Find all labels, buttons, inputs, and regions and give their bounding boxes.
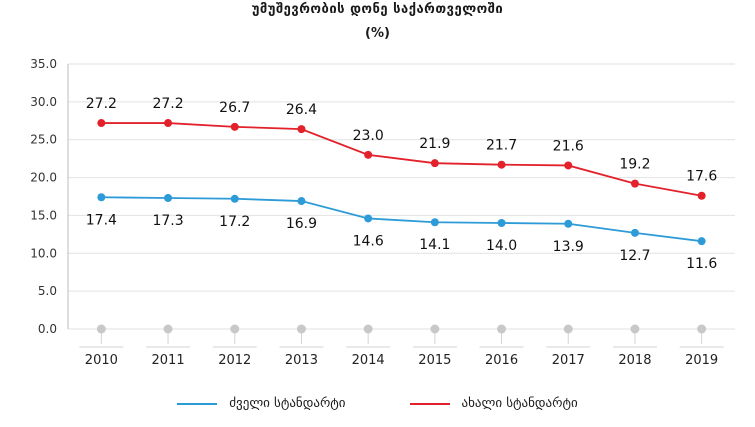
data-point xyxy=(364,150,373,159)
data-label: 19.2 xyxy=(619,157,650,173)
data-label: 17.6 xyxy=(686,169,717,185)
data-point xyxy=(564,161,573,170)
data-point xyxy=(164,119,173,128)
data-label: 17.2 xyxy=(219,214,250,230)
legend-item-new-standard: ახალი სტანდარტი xyxy=(409,396,578,411)
y-tick-label: 25.0 xyxy=(30,133,57,147)
data-point xyxy=(497,160,506,169)
data-point xyxy=(564,219,573,228)
data-label: 27.2 xyxy=(86,96,117,112)
data-point xyxy=(297,125,306,134)
data-label: 17.4 xyxy=(86,212,117,228)
x-axis-dot xyxy=(697,324,707,334)
x-axis-dot xyxy=(630,324,640,334)
data-point xyxy=(164,194,173,203)
series-line-1 xyxy=(101,122,702,197)
data-point xyxy=(430,159,439,168)
chart-title: უმუშევრობის დონე საქართველოში xyxy=(251,2,504,17)
legend: ძველი სტანდარტი ახალი სტანდარტი xyxy=(0,396,755,411)
x-tick-label: 2013 xyxy=(285,353,318,368)
legend-label-new-standard: ახალი სტანდარტი xyxy=(461,396,578,411)
data-label: 16.9 xyxy=(286,216,317,232)
legend-swatch-new-standard xyxy=(409,402,450,405)
legend-item-old-standard: ძველი სტანდარტი xyxy=(177,396,346,411)
data-label: 12.7 xyxy=(619,248,650,264)
legend-swatch-old-standard xyxy=(177,402,218,405)
data-label: 13.9 xyxy=(553,239,584,255)
x-tick-label: 2010 xyxy=(85,353,118,368)
x-axis-dot xyxy=(163,324,173,334)
x-tick-label: 2011 xyxy=(152,353,185,368)
x-axis-dot xyxy=(296,324,306,334)
x-axis-dot xyxy=(563,324,573,334)
data-label: 14.1 xyxy=(419,237,450,253)
data-point xyxy=(230,122,239,131)
y-tick-label: 0.0 xyxy=(38,322,57,336)
legend-label-old-standard: ძველი სტანდარტი xyxy=(229,396,346,411)
x-tick-label: 2018 xyxy=(618,353,651,368)
data-point xyxy=(230,194,239,203)
data-label: 26.4 xyxy=(286,102,317,118)
data-point xyxy=(697,191,706,200)
x-axis-dot xyxy=(363,324,373,334)
data-point xyxy=(697,237,706,246)
y-tick-label: 35.0 xyxy=(30,57,57,71)
x-axis-dot xyxy=(230,324,240,334)
data-point xyxy=(497,219,506,227)
x-tick-label: 2014 xyxy=(352,353,385,368)
y-tick-label: 10.0 xyxy=(30,246,57,260)
x-tick-label: 2012 xyxy=(218,353,251,368)
data-label: 26.7 xyxy=(219,100,250,116)
data-label: 14.0 xyxy=(486,238,517,254)
data-point xyxy=(630,179,639,188)
y-tick-label: 20.0 xyxy=(30,171,57,185)
x-tick-label: 2017 xyxy=(552,353,585,368)
data-label: 17.3 xyxy=(152,213,183,229)
data-point xyxy=(97,193,106,202)
data-point xyxy=(630,228,639,237)
data-point xyxy=(364,214,373,223)
data-label: 14.6 xyxy=(353,233,384,249)
data-point xyxy=(97,119,106,128)
y-tick-label: 15.0 xyxy=(30,208,57,222)
y-tick-label: 5.0 xyxy=(38,284,57,298)
data-label: 11.6 xyxy=(686,256,717,272)
y-tick-label: 30.0 xyxy=(30,95,57,109)
data-label: 23.0 xyxy=(353,128,384,144)
x-tick-label: 2016 xyxy=(485,353,518,368)
x-axis-dot xyxy=(430,324,440,334)
series-line-0 xyxy=(101,196,702,243)
x-axis-dot xyxy=(497,324,507,334)
data-point xyxy=(430,218,439,227)
data-label: 21.9 xyxy=(419,136,450,152)
x-tick-label: 2015 xyxy=(418,353,451,368)
x-axis-dot xyxy=(96,324,106,334)
data-point xyxy=(297,197,306,206)
data-label: 21.7 xyxy=(486,138,517,154)
chart-subtitle: (%) xyxy=(365,26,390,41)
data-label: 21.6 xyxy=(553,138,584,154)
x-tick-label: 2019 xyxy=(685,353,718,368)
data-label: 27.2 xyxy=(152,96,183,112)
